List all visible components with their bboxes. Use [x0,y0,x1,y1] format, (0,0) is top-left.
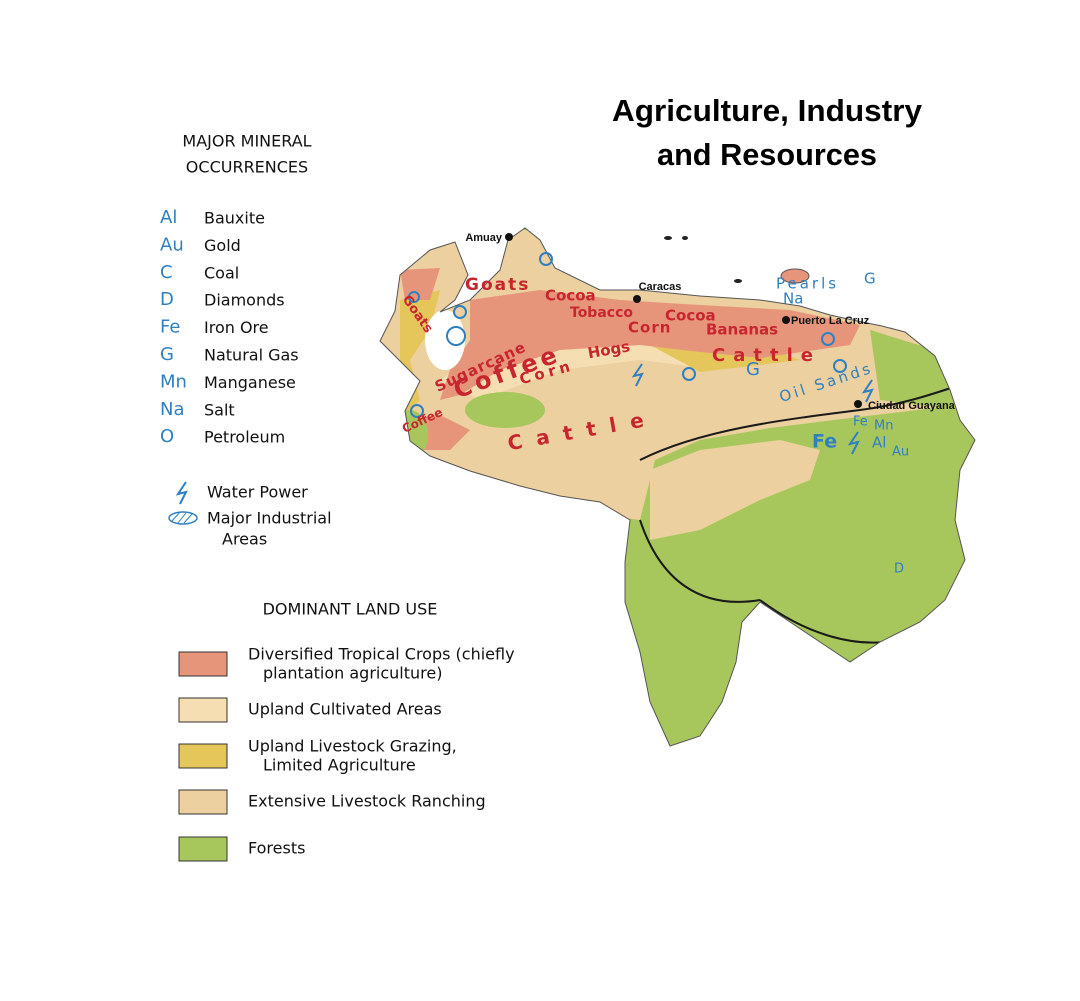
map-title: and Resources [657,137,877,172]
product-label: Goats [465,275,530,295]
city-marker [854,400,862,408]
legend-label: Limited Agriculture [263,756,416,775]
resource-label: Pearls [776,275,839,293]
resource-label: Au [892,445,909,460]
mineral-name: Diamonds [204,291,285,310]
legend-label: Upland Cultivated Areas [248,700,442,719]
product-label: Tobacco [570,305,633,321]
petroleum-marker [410,404,424,418]
city-label: Amuay [465,232,503,244]
mineral-name: Iron Ore [204,318,269,337]
mineral-symbol: Au [160,234,184,255]
forest-region [465,392,545,428]
legend-label: Water Power [207,483,308,502]
mineral-name: Gold [204,236,241,255]
water-power-marker [847,431,860,455]
product-label: Corn [628,319,671,337]
lake-maracaibo [425,310,465,370]
mineral-name: Natural Gas [204,346,299,365]
island [734,279,742,283]
mineral-name: Salt [204,400,235,419]
water-power-icon [175,481,188,505]
legend-heading: OCCURRENCES [186,158,308,177]
petroleum-marker [453,305,467,319]
city-marker [782,316,790,324]
island [664,236,672,240]
petroleum-marker [833,359,847,373]
product-label: Cattle [712,345,821,366]
forest-region [870,330,960,410]
petroleum-marker [408,291,420,303]
mineral-symbol: Mn [160,371,187,392]
product-label: Cocoa [545,287,596,305]
legend-heading: DOMINANT LAND USE [263,600,438,619]
resource-label: Na [783,290,803,308]
mineral-name: Bauxite [204,209,265,228]
city-label: Caracas [639,281,682,293]
mineral-symbol: Na [160,399,185,420]
mineral-symbol: O [160,426,174,447]
petroleum-markers [408,252,847,418]
legend-swatch [178,789,228,815]
product-label: Bananas [706,321,778,339]
legend-label: Diversified Tropical Crops (chiefly [248,645,515,664]
legend-label: Areas [222,530,267,549]
resource-label: G [746,359,760,380]
mineral-legend: Al Bauxite Au Gold C Coal D Diamonds Fe Iron Ore G… [160,207,299,447]
legend-swatch [178,697,228,723]
mineral-symbol: Fe [160,317,180,338]
resource-label: D [894,562,904,577]
orinoco-river [639,384,961,461]
legend-label: Forests [248,839,305,858]
resource-label: G [864,270,876,288]
mineral-symbol: D [160,289,174,310]
industrial-icon [168,511,198,525]
legend-label: Major Industrial [207,509,332,528]
petroleum-marker [446,326,466,346]
map-area [380,228,975,746]
legend-swatch [178,743,228,769]
mineral-name: Manganese [204,373,296,392]
city-marker [505,233,513,241]
mineral-symbol: Al [160,207,177,228]
resource-label: Al [872,434,886,452]
mineral-symbol: C [160,262,173,283]
map-title: Agriculture, Industry [612,93,923,128]
tropical-crops-region [440,290,860,400]
water-power-marker [861,379,874,403]
legend-label: Extensive Livestock Ranching [248,792,486,811]
mineral-symbol: G [160,344,174,365]
resource-label: Fe [812,431,837,453]
tropical-crops-region [400,268,440,300]
island [682,236,688,240]
water-power-marker [631,363,644,387]
legend-label: Upland Livestock Grazing, [248,737,457,756]
city-marker [633,295,641,303]
city-label: Puerto La Cruz [791,315,870,327]
mineral-name: Petroleum [204,428,285,447]
legend-swatch [178,836,228,862]
legend-swatch [178,651,228,677]
petroleum-marker [539,252,553,266]
petroleum-marker [682,367,696,381]
island [780,268,810,284]
legend-heading: MAJOR MINERAL [182,132,311,151]
petroleum-marker [821,332,835,346]
land-use-legend: Diversified Tropical Crops (chieflyplant… [178,645,515,862]
product-label: Cocoa [665,307,716,325]
industrial-icon [171,511,193,524]
city-label: Ciudad Guayana [868,400,956,412]
legend-label: plantation agriculture) [263,664,442,683]
ranching-region [650,440,820,540]
resource-label: Fe [853,415,868,430]
mineral-name: Coal [204,263,239,282]
resource-label: Mn [874,419,893,434]
